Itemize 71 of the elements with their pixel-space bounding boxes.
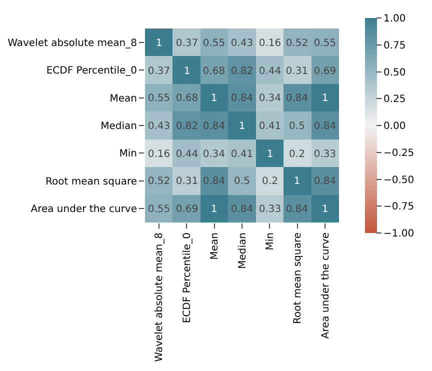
data-label: 1 (294, 176, 300, 187)
y-tick-label: Min (119, 148, 137, 160)
data-label: 0.31 (176, 176, 198, 187)
data-label: 0.52 (286, 38, 308, 49)
data-label: 0.16 (148, 149, 170, 160)
data-label: 0.37 (176, 38, 198, 49)
data-label: 0.43 (148, 121, 170, 132)
y-tick-label: Median (100, 121, 137, 132)
data-label: 0.5 (234, 176, 250, 187)
data-label: 0.52 (148, 176, 170, 187)
color-bar-label: −0.50 (384, 174, 414, 186)
data-label: 0.2 (289, 149, 305, 160)
data-label: 0.68 (202, 66, 226, 77)
data-label: 1 (322, 93, 328, 104)
data-label: 1 (266, 149, 274, 160)
data-label: 0.82 (176, 121, 198, 132)
data-label: 0.84 (314, 121, 336, 132)
color-bar-label: −1.00 (384, 228, 414, 240)
data-label: 0.84 (314, 176, 336, 187)
data-label: 0.84 (230, 93, 254, 104)
y-tick-label: Area under the curve (30, 204, 137, 216)
data-label: 1 (238, 121, 246, 132)
data-label: 0.34 (258, 93, 282, 104)
data-label: 0.84 (202, 176, 226, 187)
data-label: 0.55 (148, 93, 170, 104)
data-label: 1 (184, 66, 190, 77)
data-label: 1 (210, 204, 218, 215)
data-label: 0.55 (202, 38, 226, 49)
data-label: 0.16 (258, 38, 282, 49)
color-bar-label: 0.00 (384, 121, 406, 132)
color-bar-label: 0.50 (384, 67, 406, 78)
data-label: 0.31 (286, 66, 308, 77)
data-label: 1 (210, 93, 218, 104)
data-label: 0.43 (230, 38, 254, 49)
data-label: 0.69 (176, 204, 198, 215)
data-label: 0.55 (148, 204, 170, 215)
data-label: 0.33 (258, 204, 282, 215)
color-bar-label: 1.00 (384, 14, 406, 24)
x-tick-label: Min (264, 232, 276, 250)
color-bar-label: 0.75 (384, 40, 406, 52)
x-tick-label: ECDF Percentile_0 (182, 232, 193, 324)
data-label: 0.44 (176, 149, 198, 160)
x-tick-label: Area under the curve (320, 232, 332, 339)
y-tick-label: Root mean square (46, 176, 137, 188)
color-bar-label: −0.25 (384, 148, 414, 159)
data-label: 0.37 (148, 66, 170, 77)
data-label: 0.69 (314, 66, 336, 77)
data-label: 1 (156, 38, 162, 49)
data-label: 0.2 (262, 176, 278, 187)
data-label: 0.84 (202, 121, 226, 132)
data-label: 0.84 (230, 204, 254, 215)
data-label: 0.41 (258, 121, 282, 132)
x-tick-label: Median (237, 232, 248, 269)
color-bar-label: 0.25 (384, 94, 406, 106)
data-label: 0.82 (230, 66, 254, 77)
y-tick-label: ECDF Percentile_0 (46, 66, 137, 77)
data-label: 0.41 (230, 149, 254, 160)
data-label: 1 (322, 204, 328, 215)
color-bar-label: −0.75 (384, 202, 414, 213)
data-label: 0.44 (258, 66, 282, 77)
x-tick-label: Root mean square (292, 232, 304, 324)
data-label: 0.84 (286, 204, 308, 215)
data-label: 0.34 (202, 149, 226, 160)
x-tick-label: Mean (210, 232, 221, 260)
data-label: 0.55 (314, 38, 336, 49)
data-label: 0.84 (286, 93, 308, 104)
y-tick-label: Mean (110, 93, 137, 104)
data-label: 0.5 (289, 121, 305, 132)
y-tick-label: Wavelet absolute mean_8 (8, 38, 137, 49)
data-label: 0.33 (314, 149, 336, 160)
data-label: 0.68 (176, 93, 198, 104)
